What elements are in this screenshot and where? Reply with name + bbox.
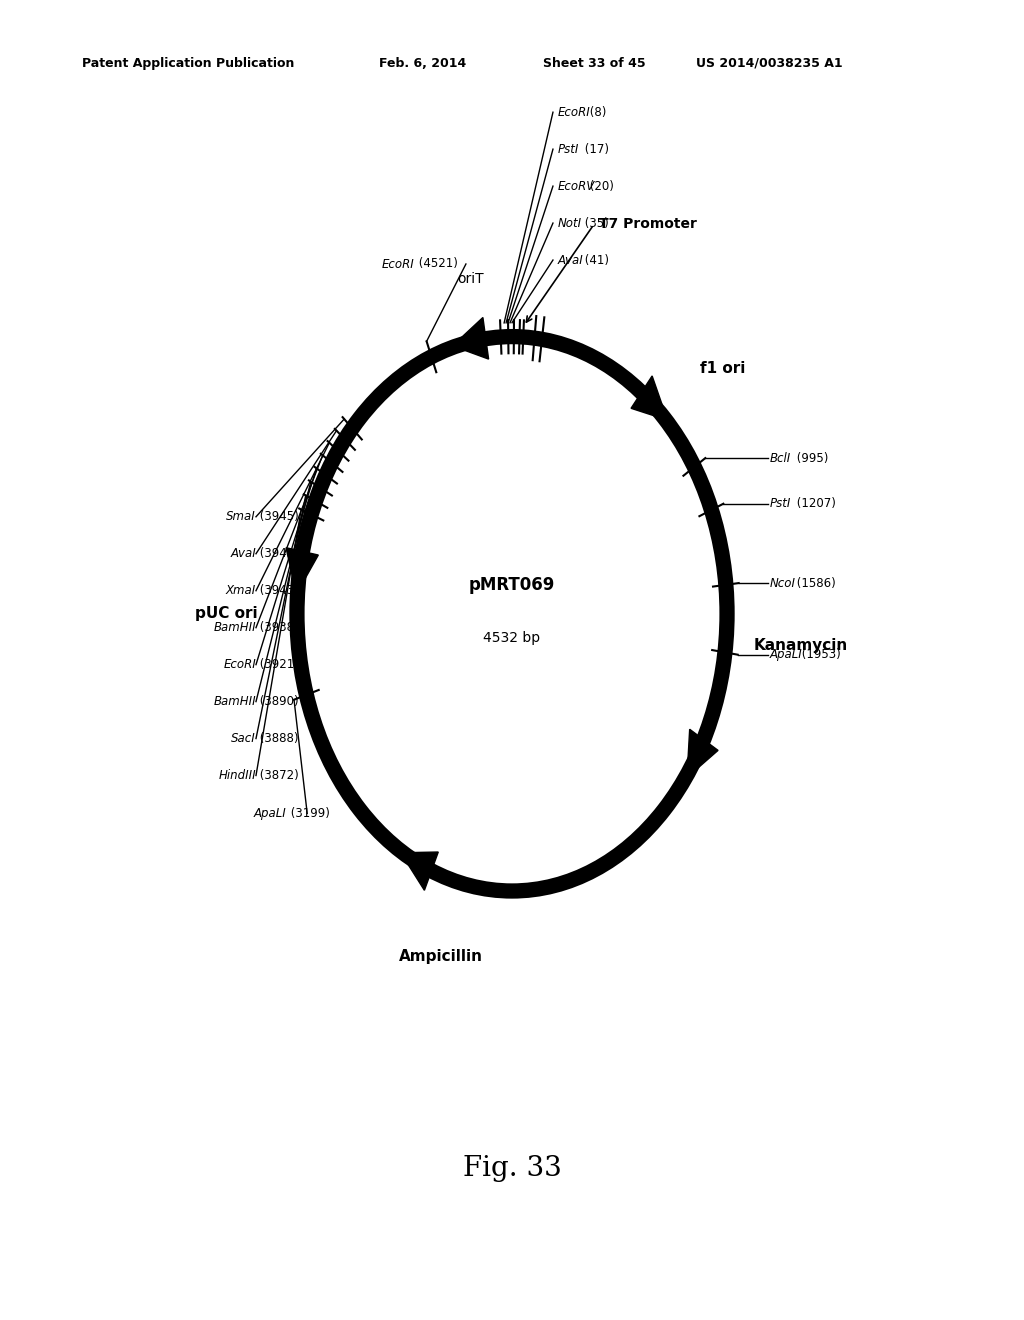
Text: Feb. 6, 2014: Feb. 6, 2014 <box>379 57 466 70</box>
Text: 4532 bp: 4532 bp <box>483 631 541 644</box>
Text: ApaLI: ApaLI <box>770 648 803 661</box>
Text: EcoRI: EcoRI <box>382 257 415 271</box>
Text: (3943): (3943) <box>256 585 299 597</box>
Text: ApaLI: ApaLI <box>254 807 287 820</box>
Text: BamHII: BamHII <box>213 622 256 634</box>
Text: pUC ori: pUC ori <box>196 606 258 622</box>
Text: (3943): (3943) <box>256 548 299 560</box>
Text: (1207): (1207) <box>793 498 836 511</box>
Text: US 2014/0038235 A1: US 2014/0038235 A1 <box>696 57 843 70</box>
Text: (35): (35) <box>581 216 608 230</box>
Text: NcoI: NcoI <box>770 577 796 590</box>
Text: oriT: oriT <box>457 272 483 286</box>
Text: EcoRV: EcoRV <box>558 180 595 193</box>
Text: Ampicillin: Ampicillin <box>398 949 482 964</box>
Text: (4521): (4521) <box>415 257 458 271</box>
Text: NotI: NotI <box>558 216 583 230</box>
Text: (3872): (3872) <box>256 770 299 781</box>
Text: f1 ori: f1 ori <box>700 362 745 376</box>
Text: EcoRI: EcoRI <box>223 659 256 671</box>
Text: (41): (41) <box>581 253 608 267</box>
Text: XmaI: XmaI <box>225 585 256 597</box>
Polygon shape <box>631 376 668 420</box>
Polygon shape <box>400 851 438 890</box>
Text: pMRT069: pMRT069 <box>469 576 555 594</box>
Text: AvaI: AvaI <box>230 548 256 560</box>
Text: T7 Promoter: T7 Promoter <box>599 218 697 231</box>
Polygon shape <box>453 318 488 359</box>
Text: (3888): (3888) <box>256 733 299 744</box>
Text: Fig. 33: Fig. 33 <box>463 1155 561 1181</box>
Text: (20): (20) <box>586 180 614 193</box>
Text: Kanamycin: Kanamycin <box>754 638 848 652</box>
Text: BclI: BclI <box>770 451 792 465</box>
Text: (1953): (1953) <box>799 648 841 661</box>
Text: (1586): (1586) <box>793 577 836 590</box>
Text: (3199): (3199) <box>287 807 330 820</box>
Text: (3890): (3890) <box>256 696 299 708</box>
Text: (3945): (3945) <box>256 511 299 523</box>
Text: EcoRI: EcoRI <box>558 106 591 119</box>
Text: PstI: PstI <box>558 143 580 156</box>
Text: (17): (17) <box>581 143 608 156</box>
Text: Patent Application Publication: Patent Application Publication <box>82 57 294 70</box>
Text: SacI: SacI <box>231 733 256 744</box>
Text: SmaI: SmaI <box>226 511 256 523</box>
Polygon shape <box>687 729 718 777</box>
Text: PstI: PstI <box>770 498 792 511</box>
Text: (3921): (3921) <box>256 659 299 671</box>
Text: BamHII: BamHII <box>213 696 256 708</box>
Text: (8): (8) <box>586 106 606 119</box>
Text: (3938): (3938) <box>256 622 299 634</box>
Text: Sheet 33 of 45: Sheet 33 of 45 <box>543 57 645 70</box>
Text: AvaI: AvaI <box>558 253 584 267</box>
Text: HindIII: HindIII <box>218 770 256 781</box>
Polygon shape <box>286 548 318 594</box>
Text: (995): (995) <box>793 451 828 465</box>
